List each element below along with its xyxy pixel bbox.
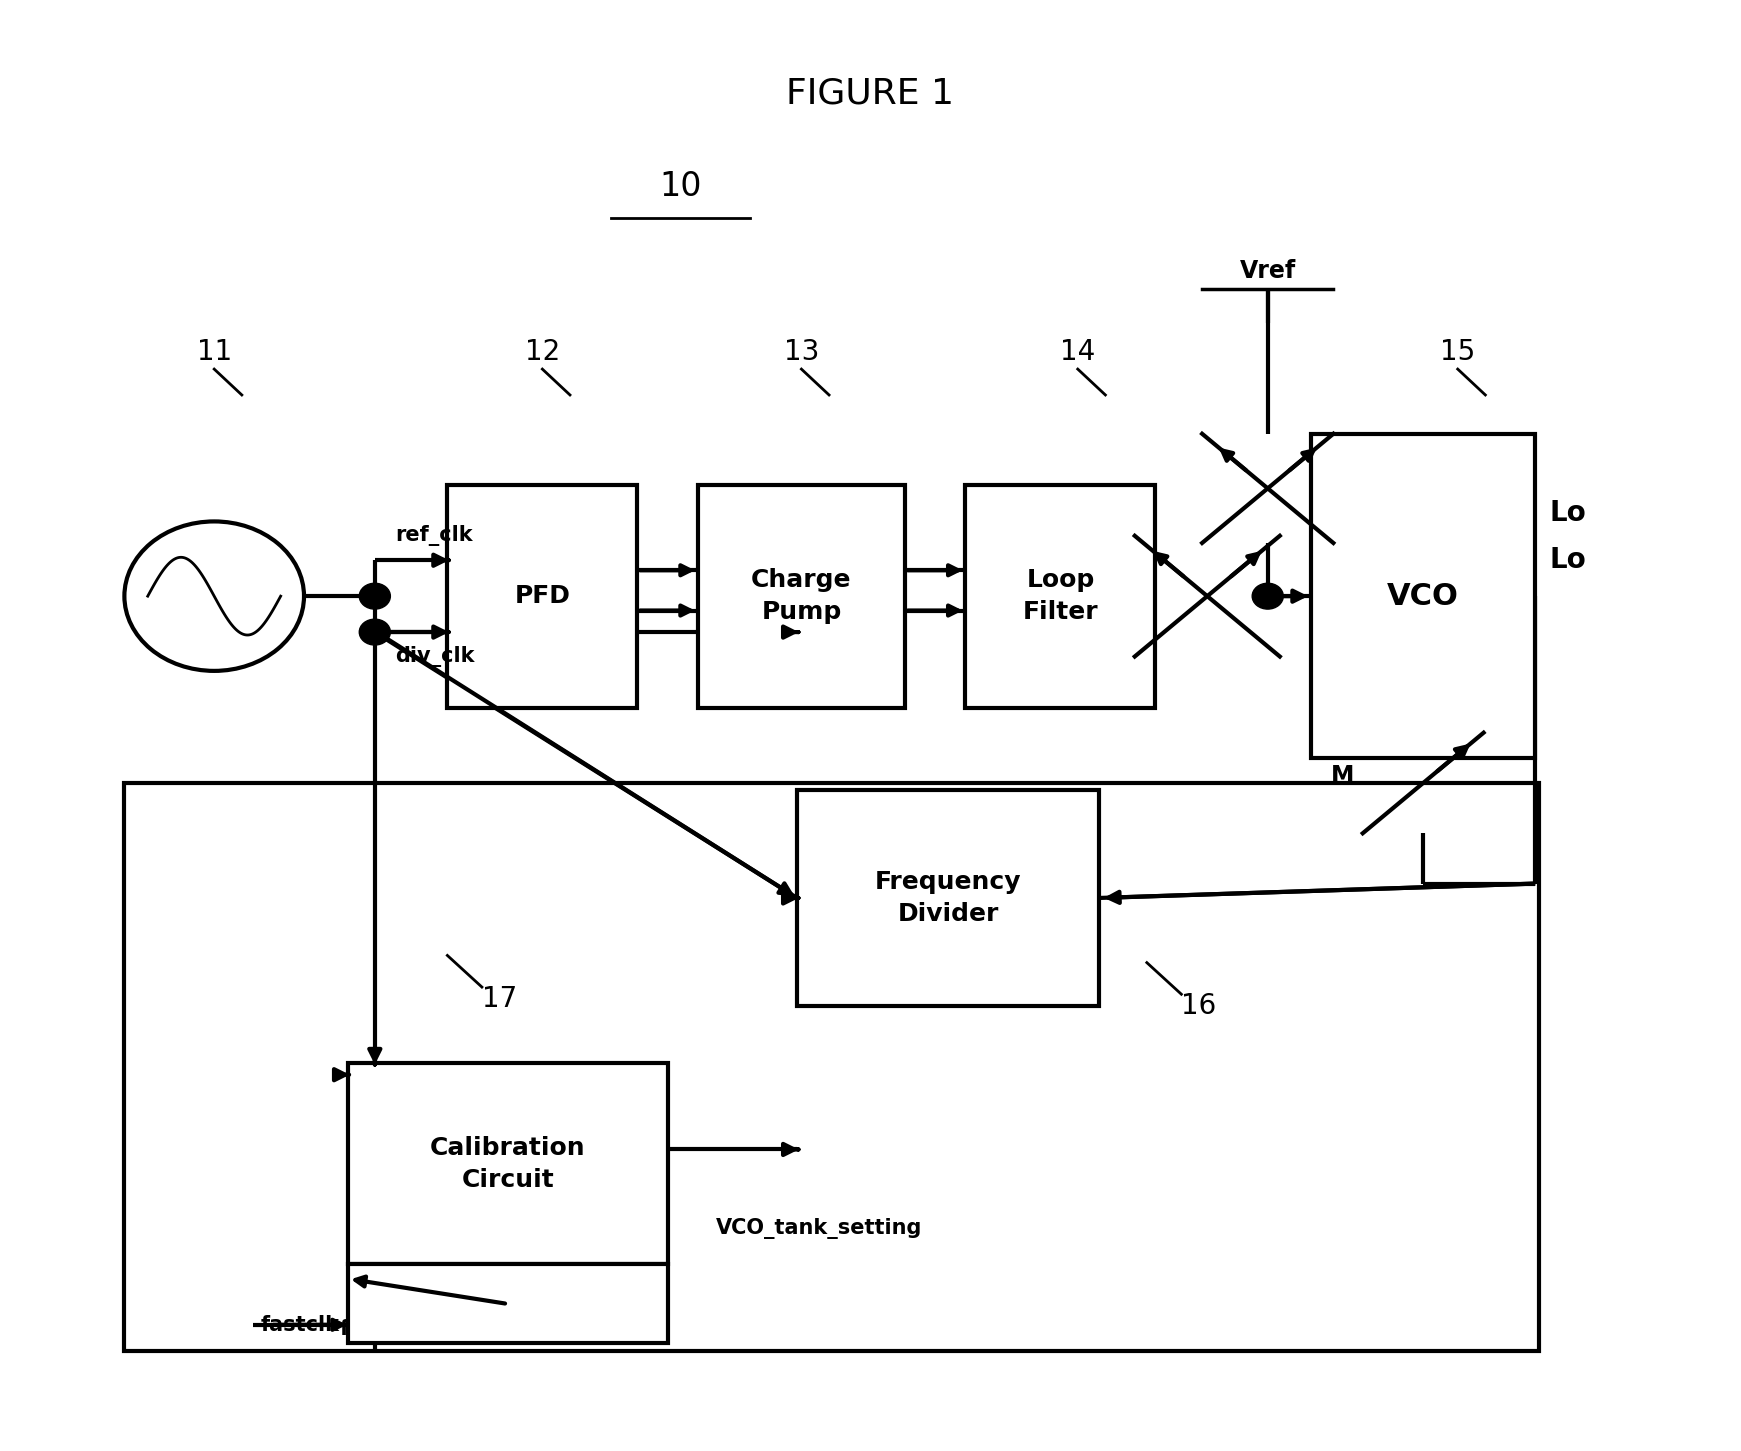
Bar [966,485,1156,708]
Text: ref_clk: ref_clk [395,525,474,546]
Bar [447,485,637,708]
Text: 14: 14 [1060,338,1095,366]
Text: 15: 15 [1440,338,1475,366]
Text: Charge
Pump: Charge Pump [750,569,851,624]
Text: 12: 12 [524,338,561,366]
Text: Lo: Lo [1549,546,1586,575]
Text: Frequency
Divider: Frequency Divider [876,871,1022,926]
Bar [1311,434,1536,757]
Text: PFD: PFD [514,585,571,608]
Bar [698,485,905,708]
Text: 10: 10 [660,170,702,203]
Text: Vref: Vref [1240,258,1295,283]
Text: fastclk: fastclk [339,1319,418,1339]
Text: M: M [1330,763,1354,788]
Text: 11: 11 [197,338,232,366]
Text: Lo: Lo [1549,499,1586,527]
Text: VCO_tank_setting: VCO_tank_setting [716,1219,923,1239]
Circle shape [1252,583,1283,609]
Text: VCO: VCO [1388,582,1459,611]
Bar [348,1264,667,1344]
Bar [124,784,1539,1351]
Text: div_clk: div_clk [395,647,475,667]
Circle shape [359,583,390,609]
Circle shape [359,620,390,646]
Bar [348,1064,667,1264]
Text: FIGURE 1: FIGURE 1 [787,75,954,110]
Text: 16: 16 [1182,991,1217,1020]
Text: Calibration
Circuit: Calibration Circuit [430,1136,585,1191]
Text: fastclk: fastclk [261,1315,339,1335]
Text: 17: 17 [482,985,517,1013]
Text: 13: 13 [783,338,818,366]
Bar [797,791,1099,1006]
Text: Loop
Filter: Loop Filter [1022,569,1099,624]
